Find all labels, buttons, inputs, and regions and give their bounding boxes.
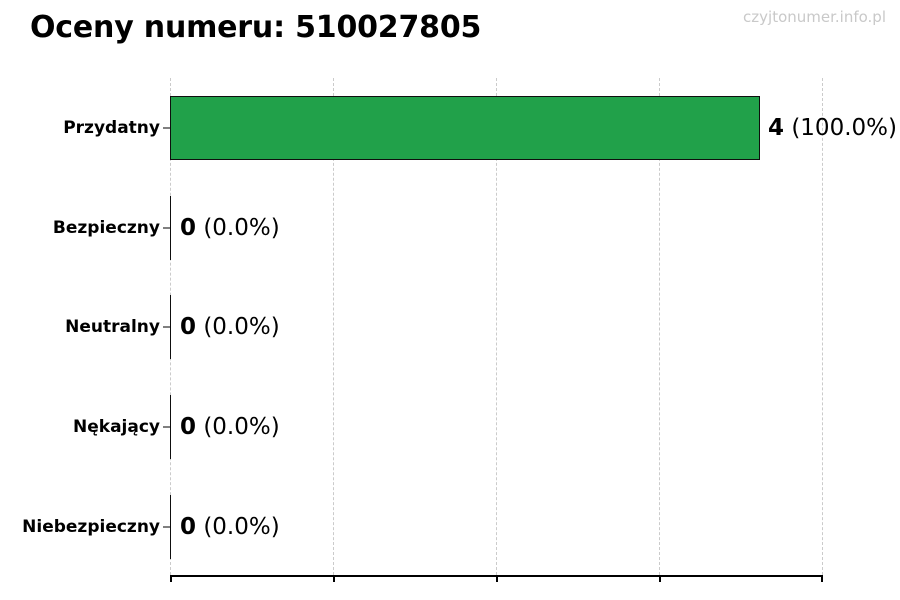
value-label-neutralny: 0 (0.0%) [180, 314, 280, 340]
x-tick-4 [821, 575, 823, 582]
chart-title: Oceny numeru: 510027805 [30, 10, 482, 45]
gridline-x-3 [659, 78, 660, 575]
bar-neutralny[interactable] [170, 295, 171, 359]
value-label-przydatny: 4 (100.0%) [768, 115, 897, 141]
x-tick-1 [333, 575, 335, 582]
category-label-bezpieczny: Bezpieczny [52, 218, 160, 238]
bar-row-przydatny: Przydatny 4 (100.0%) [0, 78, 900, 178]
bar-row-niebezpieczny: Niebezpieczny 0 (0.0%) [0, 477, 900, 577]
bar-bezpieczny[interactable] [170, 196, 171, 260]
x-tick-2 [496, 575, 498, 582]
value-label-nekajacy: 0 (0.0%) [180, 414, 280, 440]
y-tick-niebezpieczny [163, 526, 170, 528]
category-label-nekajacy: Nękający [73, 417, 160, 437]
x-tick-0 [170, 575, 172, 582]
y-tick-przydatny [163, 127, 170, 129]
category-label-niebezpieczny: Niebezpieczny [22, 517, 160, 537]
value-count-nekajacy: 0 [180, 414, 197, 440]
value-percent-niebezpieczny: (0.0%) [203, 514, 280, 540]
value-count-przydatny: 4 [768, 115, 785, 141]
bar-przydatny[interactable] [170, 96, 760, 160]
bar-row-neutralny: Neutralny 0 (0.0%) [0, 277, 900, 377]
gridline-x-4 [822, 78, 823, 575]
value-percent-przydatny: (100.0%) [791, 115, 897, 141]
value-count-bezpieczny: 0 [180, 215, 197, 241]
value-count-neutralny: 0 [180, 314, 197, 340]
x-tick-3 [659, 575, 661, 582]
category-label-neutralny: Neutralny [65, 317, 160, 337]
value-percent-neutralny: (0.0%) [203, 314, 280, 340]
bar-niebezpieczny[interactable] [170, 495, 171, 559]
bar-row-bezpieczny: Bezpieczny 0 (0.0%) [0, 178, 900, 278]
bar-nekajacy[interactable] [170, 395, 171, 459]
value-label-niebezpieczny: 0 (0.0%) [180, 514, 280, 540]
category-label-przydatny: Przydatny [63, 118, 160, 138]
value-percent-nekajacy: (0.0%) [203, 414, 280, 440]
value-count-niebezpieczny: 0 [180, 514, 197, 540]
watermark-label: czyjtonumer.info.pl [743, 8, 886, 26]
value-percent-bezpieczny: (0.0%) [203, 215, 280, 241]
value-label-bezpieczny: 0 (0.0%) [180, 215, 280, 241]
y-tick-nekajacy [163, 426, 170, 428]
y-tick-bezpieczny [163, 227, 170, 229]
gridline-x-2 [496, 78, 497, 575]
y-tick-neutralny [163, 326, 170, 328]
bar-row-nekajacy: Nękający 0 (0.0%) [0, 377, 900, 477]
gridline-x-1 [333, 78, 334, 575]
